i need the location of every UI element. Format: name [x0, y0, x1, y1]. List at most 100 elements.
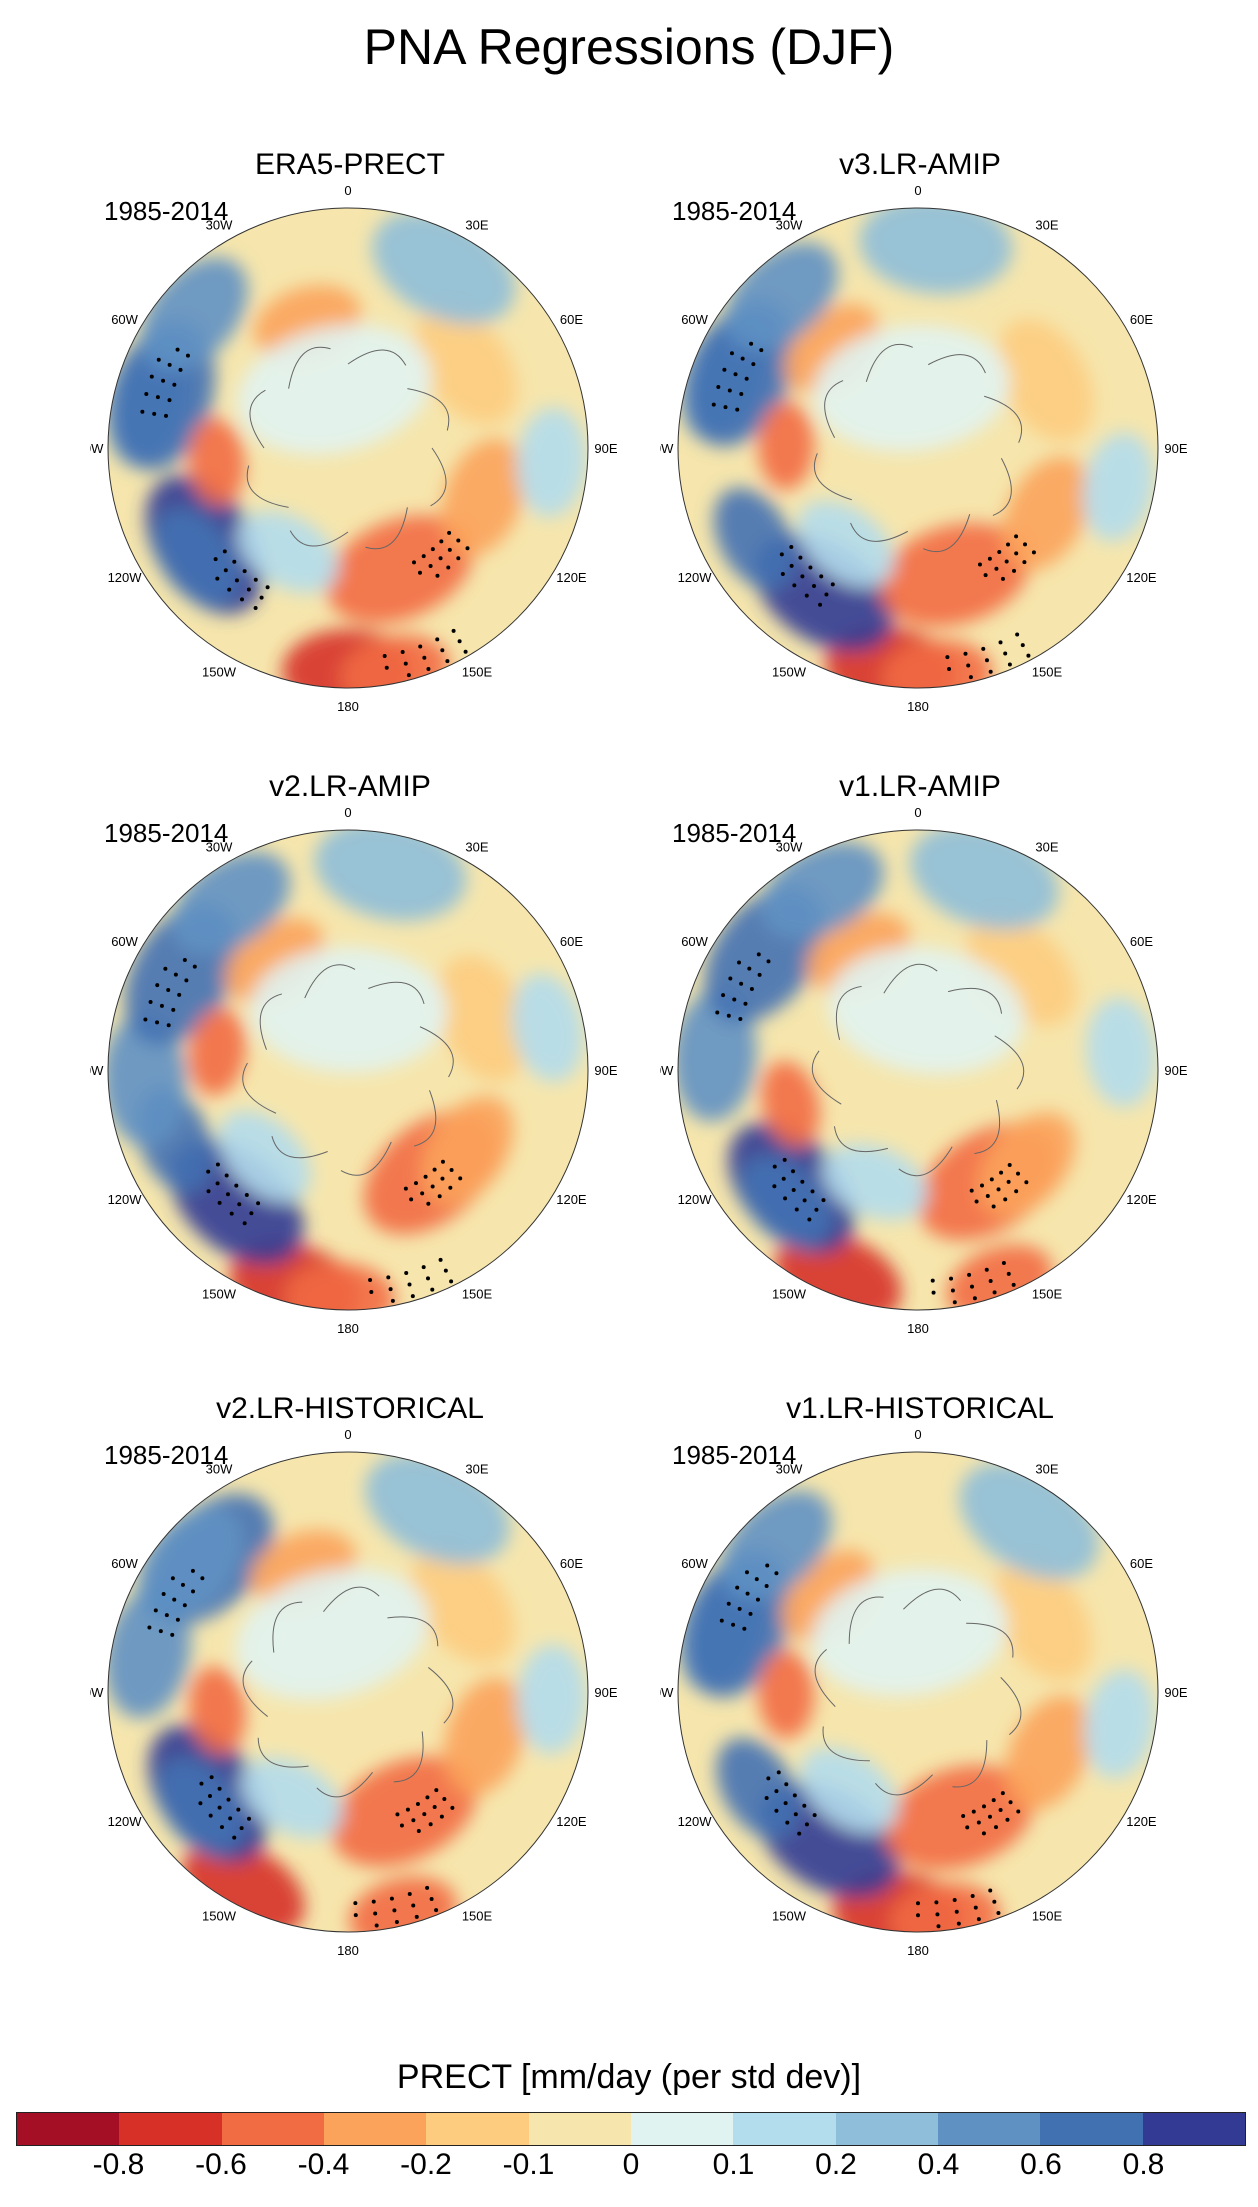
longitude-label: 90W: [660, 441, 674, 456]
anomaly-region: [235, 1568, 430, 1701]
longitude-label: 150W: [202, 1908, 237, 1923]
stipple-dot: [420, 1191, 425, 1196]
colorbar-tick-label: -0.8: [92, 2148, 145, 2181]
stipple-dot: [155, 395, 160, 400]
stipple-dot: [785, 1820, 790, 1825]
longitude-label: 60E: [1130, 312, 1153, 327]
longitude-label: 0: [914, 805, 921, 820]
stipple-dot: [418, 644, 423, 649]
stipple-dot: [792, 583, 797, 588]
stipple-dot: [253, 577, 258, 582]
stipple-dot: [430, 547, 435, 552]
stipple-dot: [1003, 1197, 1008, 1202]
anomaly-region: [1086, 997, 1157, 1108]
stipple-dot: [457, 639, 462, 644]
stipple-dot: [409, 1197, 414, 1202]
stipple-dot: [456, 538, 461, 543]
longitude-label: 60W: [681, 934, 708, 949]
longitude-label: 30W: [776, 218, 803, 233]
longitude-label: 150W: [772, 664, 807, 679]
stipple-dot: [430, 1184, 435, 1189]
stipple-dot: [945, 655, 950, 660]
stipple-dot: [175, 347, 180, 352]
stipple-dot: [382, 653, 387, 658]
stipple-dot: [198, 1801, 203, 1806]
significance-stippling: [715, 952, 1029, 1305]
anomaly-region: [341, 634, 450, 688]
stipple-dot: [259, 595, 264, 600]
map-boundary: [677, 207, 1159, 689]
longitude-label: 150W: [202, 1286, 237, 1301]
longitude-label: 0: [914, 1427, 921, 1442]
stipple-dot: [265, 585, 270, 590]
anomaly-region: [188, 1007, 246, 1096]
stipple-dot: [818, 602, 823, 607]
stipple-dot: [976, 1917, 981, 1922]
longitude-label: 150E: [462, 664, 493, 679]
stipple-dot: [1014, 534, 1019, 539]
stipple-dot: [411, 1818, 416, 1823]
stipple-dot: [246, 587, 251, 592]
stipple-dot: [743, 1001, 748, 1006]
stipple-dot: [804, 1822, 809, 1827]
stipple-dot: [1007, 1162, 1012, 1167]
stipple-dot: [783, 1196, 788, 1201]
colorbar-segment: [528, 2113, 631, 2145]
stipple-dot: [256, 1201, 261, 1206]
longitude-label: 150W: [202, 664, 237, 679]
stipple-dot: [426, 1201, 431, 1206]
longitude-label: 90E: [1164, 441, 1187, 456]
anomaly-region: [330, 1756, 477, 1867]
stipple-dot: [143, 1017, 148, 1022]
stipple-dot: [428, 563, 433, 568]
stipple-dot: [426, 667, 431, 672]
colorbar-segment: [1040, 2113, 1143, 2145]
stipple-dot: [456, 556, 461, 561]
stipple-dot: [789, 563, 794, 568]
stipple-dot: [738, 1017, 743, 1022]
stipple-dot: [432, 1167, 437, 1172]
stipple-dot: [242, 1221, 247, 1226]
stipple-dot: [731, 1622, 736, 1627]
stipple-dot: [416, 1828, 421, 1833]
stipple-dot: [418, 570, 422, 575]
map-panel: 180 150E 120E 90E 60E 30E 0 30W 60W 90W 120W 150W v…: [90, 770, 670, 1410]
stipple-dot: [388, 1287, 393, 1292]
stipple-dot: [791, 1169, 796, 1174]
anomaly-region: [240, 1757, 343, 1839]
stipple-dot: [821, 1198, 826, 1203]
stipple-dot: [425, 1885, 430, 1890]
stipple-dot: [208, 1813, 213, 1818]
stipple-dot: [147, 1625, 152, 1630]
stipple-dot: [227, 587, 232, 592]
stipple-dot: [215, 1162, 220, 1167]
stipple-dot: [1007, 662, 1012, 667]
longitude-label: 120W: [678, 570, 713, 585]
stipple-dot: [206, 1169, 211, 1174]
longitude-label: 90E: [1164, 1063, 1187, 1078]
stipple-dot: [178, 367, 183, 372]
stipple-dot: [190, 1568, 195, 1573]
stipple-dot: [776, 1770, 781, 1775]
stipple-dot: [1023, 542, 1028, 547]
stipple-dot: [353, 1901, 358, 1906]
anomaly-region: [1002, 456, 1091, 571]
stipple-dot: [737, 960, 742, 965]
stipple-dot: [222, 549, 227, 554]
stipple-dot: [161, 1591, 166, 1596]
stipple-dot: [1016, 1809, 1021, 1814]
stipple-dot: [155, 1020, 160, 1025]
longitude-label: 120E: [556, 1814, 587, 1829]
longitude-label: 120W: [678, 1814, 713, 1829]
stipple-dot: [966, 663, 971, 668]
stipple-dot: [438, 1257, 443, 1262]
stipple-dot: [1031, 550, 1036, 555]
longitude-label: 30E: [465, 840, 488, 855]
stipple-dot: [824, 592, 829, 597]
stipple-dot: [164, 413, 169, 418]
stipple-dot: [969, 1284, 974, 1289]
stipple-dot: [783, 1801, 788, 1806]
stipple-dot: [373, 1911, 378, 1916]
longitude-label: 30E: [465, 1462, 488, 1477]
stipple-dot: [754, 1577, 759, 1582]
